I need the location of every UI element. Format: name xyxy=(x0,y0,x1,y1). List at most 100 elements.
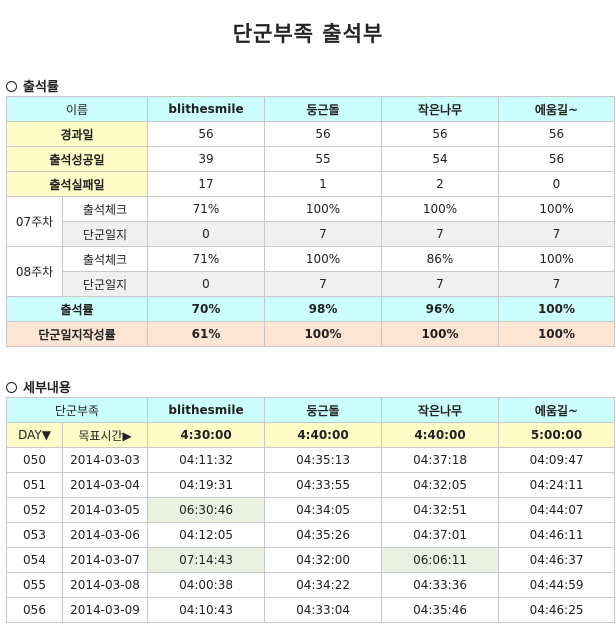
circle-bullet-icon xyxy=(6,382,17,393)
time-cell: 04:32:05 xyxy=(381,472,500,498)
day-cell: 054 xyxy=(6,547,63,573)
target-time: 4:40:00 xyxy=(381,422,500,448)
time-cell: 04:35:13 xyxy=(264,447,383,473)
value-cell: 100% xyxy=(498,196,615,222)
target-time-row: DAY▼ 목표시간▶ 4:30:00 4:40:00 4:40:00 5:00:… xyxy=(6,422,616,448)
table-row: 055 2014-03-08 04:00:38 04:34:22 04:33:3… xyxy=(6,572,616,598)
header-cell: 이름 xyxy=(6,96,148,122)
value-cell: 100% xyxy=(264,246,382,272)
header-cell: 단군부족 xyxy=(5,397,149,423)
day-cell: 053 xyxy=(6,522,63,548)
value-cell: 7 xyxy=(264,271,382,297)
member-name: 에움길~ xyxy=(498,397,616,423)
date-cell: 2014-03-06 xyxy=(61,522,149,548)
value-cell: 100% xyxy=(264,321,382,347)
time-cell: 04:19:31 xyxy=(147,472,266,498)
value-cell: 86% xyxy=(381,246,499,272)
value-cell: 0 xyxy=(498,171,615,197)
time-cell: 04:00:38 xyxy=(147,572,266,598)
detail-section-heading: 세부내용 xyxy=(6,377,71,396)
time-cell: 04:37:18 xyxy=(381,447,500,473)
value-cell: 100% xyxy=(498,246,615,272)
table-row: 053 2014-03-06 04:12:05 04:35:26 04:37:0… xyxy=(6,522,616,548)
value-cell: 56 xyxy=(498,121,615,147)
week-journal-row: 단군일지 0 7 7 7 xyxy=(6,221,615,247)
member-name: 작은나무 xyxy=(381,397,500,423)
table-row: 050 2014-03-03 04:11:32 04:35:13 04:37:1… xyxy=(6,447,616,473)
time-cell: 04:44:07 xyxy=(498,497,616,523)
member-name: 둥근돌 xyxy=(264,397,383,423)
attendance-header-row: 이름 blithesmile 둥근돌 작은나무 에움길~ xyxy=(6,96,615,122)
value-cell: 98% xyxy=(264,296,382,322)
date-cell: 2014-03-05 xyxy=(61,497,149,523)
week-check-row: 07주차 출석체크 71% 100% 100% 100% xyxy=(6,196,615,247)
day-cell: 052 xyxy=(6,497,63,523)
target-time: 4:40:00 xyxy=(264,422,383,448)
date-cell: 2014-03-08 xyxy=(61,572,149,598)
time-cell: 04:11:32 xyxy=(147,447,266,473)
time-cell: 04:35:46 xyxy=(381,597,500,623)
time-cell: 04:33:55 xyxy=(264,472,383,498)
attendance-section-heading: 출석률 xyxy=(6,76,59,95)
date-cell: 2014-03-04 xyxy=(61,472,149,498)
row-label: 경과일 xyxy=(6,121,148,147)
time-cell: 04:24:11 xyxy=(498,472,616,498)
time-cell: 04:32:00 xyxy=(264,547,383,573)
success-row: 출석성공일 39 55 54 56 xyxy=(6,146,615,172)
value-cell: 56 xyxy=(264,121,382,147)
time-cell: 04:34:05 xyxy=(264,497,383,523)
member-name: blithesmile xyxy=(147,96,265,122)
row-label: 단군일지 xyxy=(62,271,148,297)
time-cell: 04:10:43 xyxy=(147,597,266,623)
value-cell: 100% xyxy=(381,196,499,222)
value-cell: 7 xyxy=(381,221,499,247)
target-time-label: 목표시간▶ xyxy=(61,422,149,448)
week-journal-row: 단군일지 0 7 7 7 xyxy=(6,271,615,297)
time-cell: 04:44:59 xyxy=(498,572,616,598)
day-cell: 050 xyxy=(6,447,63,473)
value-cell: 100% xyxy=(381,321,499,347)
member-name: 작은나무 xyxy=(381,96,499,122)
time-cell-late: 07:14:43 xyxy=(147,547,266,573)
value-cell: 1 xyxy=(264,171,382,197)
value-cell: 100% xyxy=(264,196,382,222)
time-cell: 04:12:05 xyxy=(147,522,266,548)
elapsed-row: 경과일 56 56 56 56 xyxy=(6,121,615,147)
member-name: blithesmile xyxy=(147,397,266,423)
row-label: 출석체크 xyxy=(62,196,148,222)
time-cell: 04:34:22 xyxy=(264,572,383,598)
row-label: 출석체크 xyxy=(62,246,148,272)
detail-section-label: 세부내용 xyxy=(23,381,71,396)
value-cell: 0 xyxy=(147,271,265,297)
value-cell: 17 xyxy=(147,171,265,197)
page-title: 단군부족 출석부 xyxy=(232,22,384,46)
time-cell: 04:09:47 xyxy=(498,447,616,473)
value-cell: 71% xyxy=(147,246,265,272)
table-row: 051 2014-03-04 04:19:31 04:33:55 04:32:0… xyxy=(6,472,616,498)
row-label: 출석실패일 xyxy=(6,171,148,197)
detail-header-row: 단군부족 blithesmile 둥근돌 작은나무 에움길~ xyxy=(5,397,616,423)
target-time: 5:00:00 xyxy=(498,422,616,448)
value-cell: 100% xyxy=(498,321,615,347)
value-cell: 2 xyxy=(381,171,499,197)
attendance-table: 이름 blithesmile 둥근돌 작은나무 에움길~ 경과일 56 56 5… xyxy=(6,96,615,347)
time-cell: 04:32:51 xyxy=(381,497,500,523)
time-cell: 04:37:01 xyxy=(381,522,500,548)
time-cell: 04:33:36 xyxy=(381,572,500,598)
value-cell: 7 xyxy=(264,221,382,247)
value-cell: 96% xyxy=(381,296,499,322)
row-label: 출석률 xyxy=(6,296,148,322)
member-name: 둥근돌 xyxy=(264,96,382,122)
date-cell: 2014-03-03 xyxy=(61,447,149,473)
fail-row: 출석실패일 17 1 2 0 xyxy=(6,171,615,197)
value-cell: 100% xyxy=(498,296,615,322)
time-cell-late: 06:30:46 xyxy=(147,497,266,523)
date-cell: 2014-03-09 xyxy=(61,597,149,623)
detail-table: 단군부족 blithesmile 둥근돌 작은나무 에움길~ DAY▼ 목표시간… xyxy=(5,397,616,623)
time-cell: 04:46:25 xyxy=(498,597,616,623)
day-cell: 056 xyxy=(6,597,63,623)
row-label: 단군일지작성률 xyxy=(6,321,148,347)
time-cell: 04:46:37 xyxy=(498,547,616,573)
week-check-row: 08주차 출석체크 71% 100% 86% 100% xyxy=(6,246,615,297)
day-sort-header[interactable]: DAY▼ xyxy=(6,422,63,448)
